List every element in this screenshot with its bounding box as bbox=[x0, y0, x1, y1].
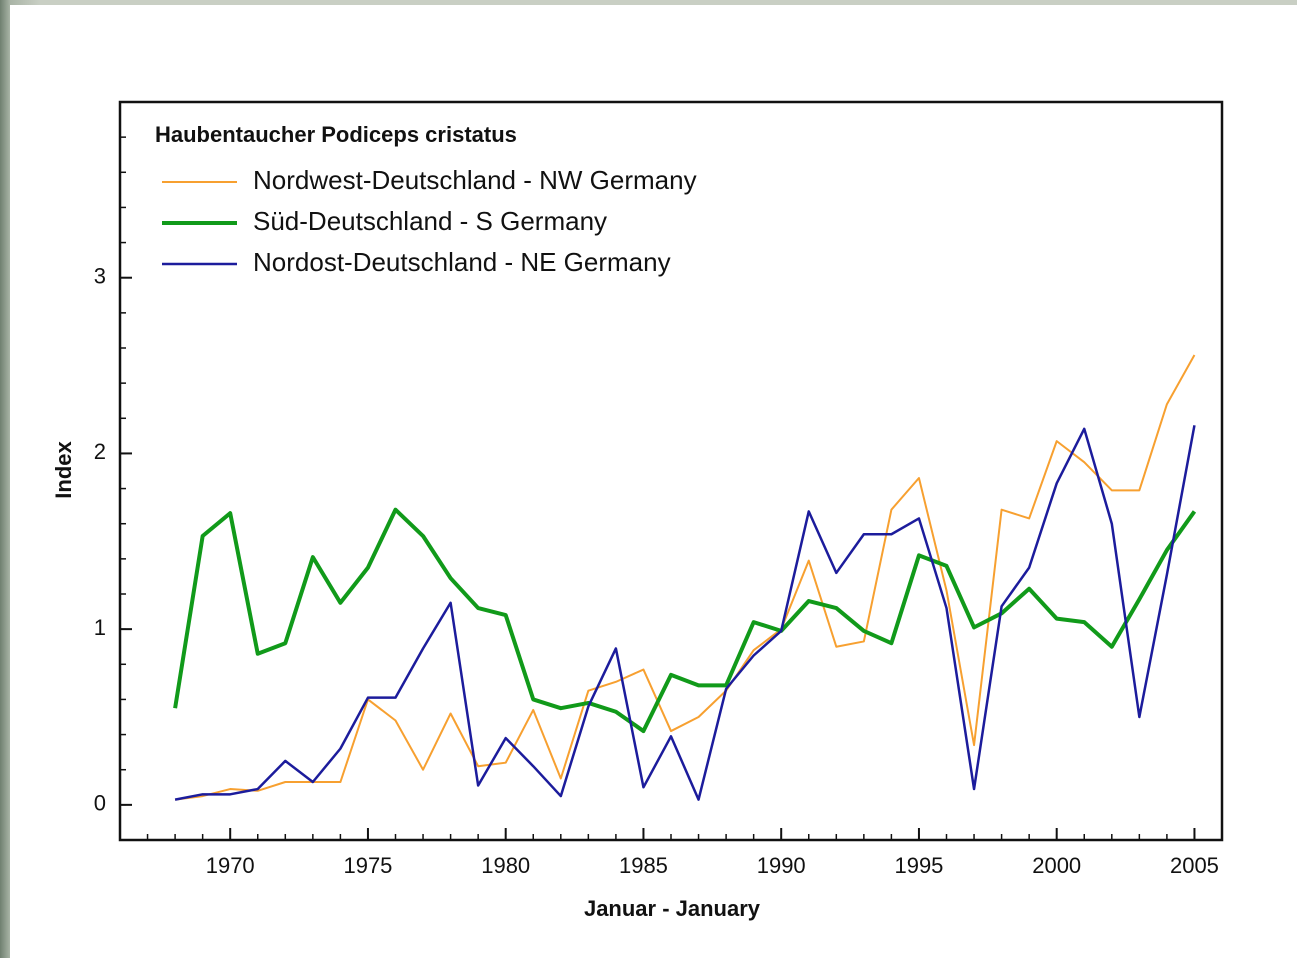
x-tick-label: 1985 bbox=[619, 853, 668, 878]
legend-label: Nordost-Deutschland - NE Germany bbox=[253, 247, 671, 277]
series-line bbox=[175, 355, 1194, 800]
x-tick-label: 2000 bbox=[1032, 853, 1081, 878]
x-tick-label: 1980 bbox=[481, 853, 530, 878]
x-tick-label: 1995 bbox=[894, 853, 943, 878]
legend-label: Nordwest-Deutschland - NW Germany bbox=[253, 165, 697, 195]
y-tick-label: 3 bbox=[94, 264, 106, 289]
y-axis-label: Index bbox=[51, 441, 76, 499]
x-tick-label: 2005 bbox=[1170, 853, 1219, 878]
x-tick-label: 1970 bbox=[206, 853, 255, 878]
legend-title: Haubentaucher Podiceps cristatus bbox=[155, 122, 517, 147]
chart: Index Januar - January Haubentaucher Pod… bbox=[0, 0, 1297, 958]
y-tick-label: 0 bbox=[94, 791, 106, 816]
x-tick-label: 1975 bbox=[343, 853, 392, 878]
legend-label: Süd-Deutschland - S Germany bbox=[253, 206, 607, 236]
y-tick-label: 2 bbox=[94, 439, 106, 464]
y-tick-label: 1 bbox=[94, 615, 106, 640]
x-axis-label: Januar - January bbox=[584, 896, 761, 921]
series-line bbox=[175, 510, 1194, 731]
page: {"chart_data": {"type": "line", "legend_… bbox=[0, 0, 1297, 958]
x-tick-label: 1990 bbox=[757, 853, 806, 878]
